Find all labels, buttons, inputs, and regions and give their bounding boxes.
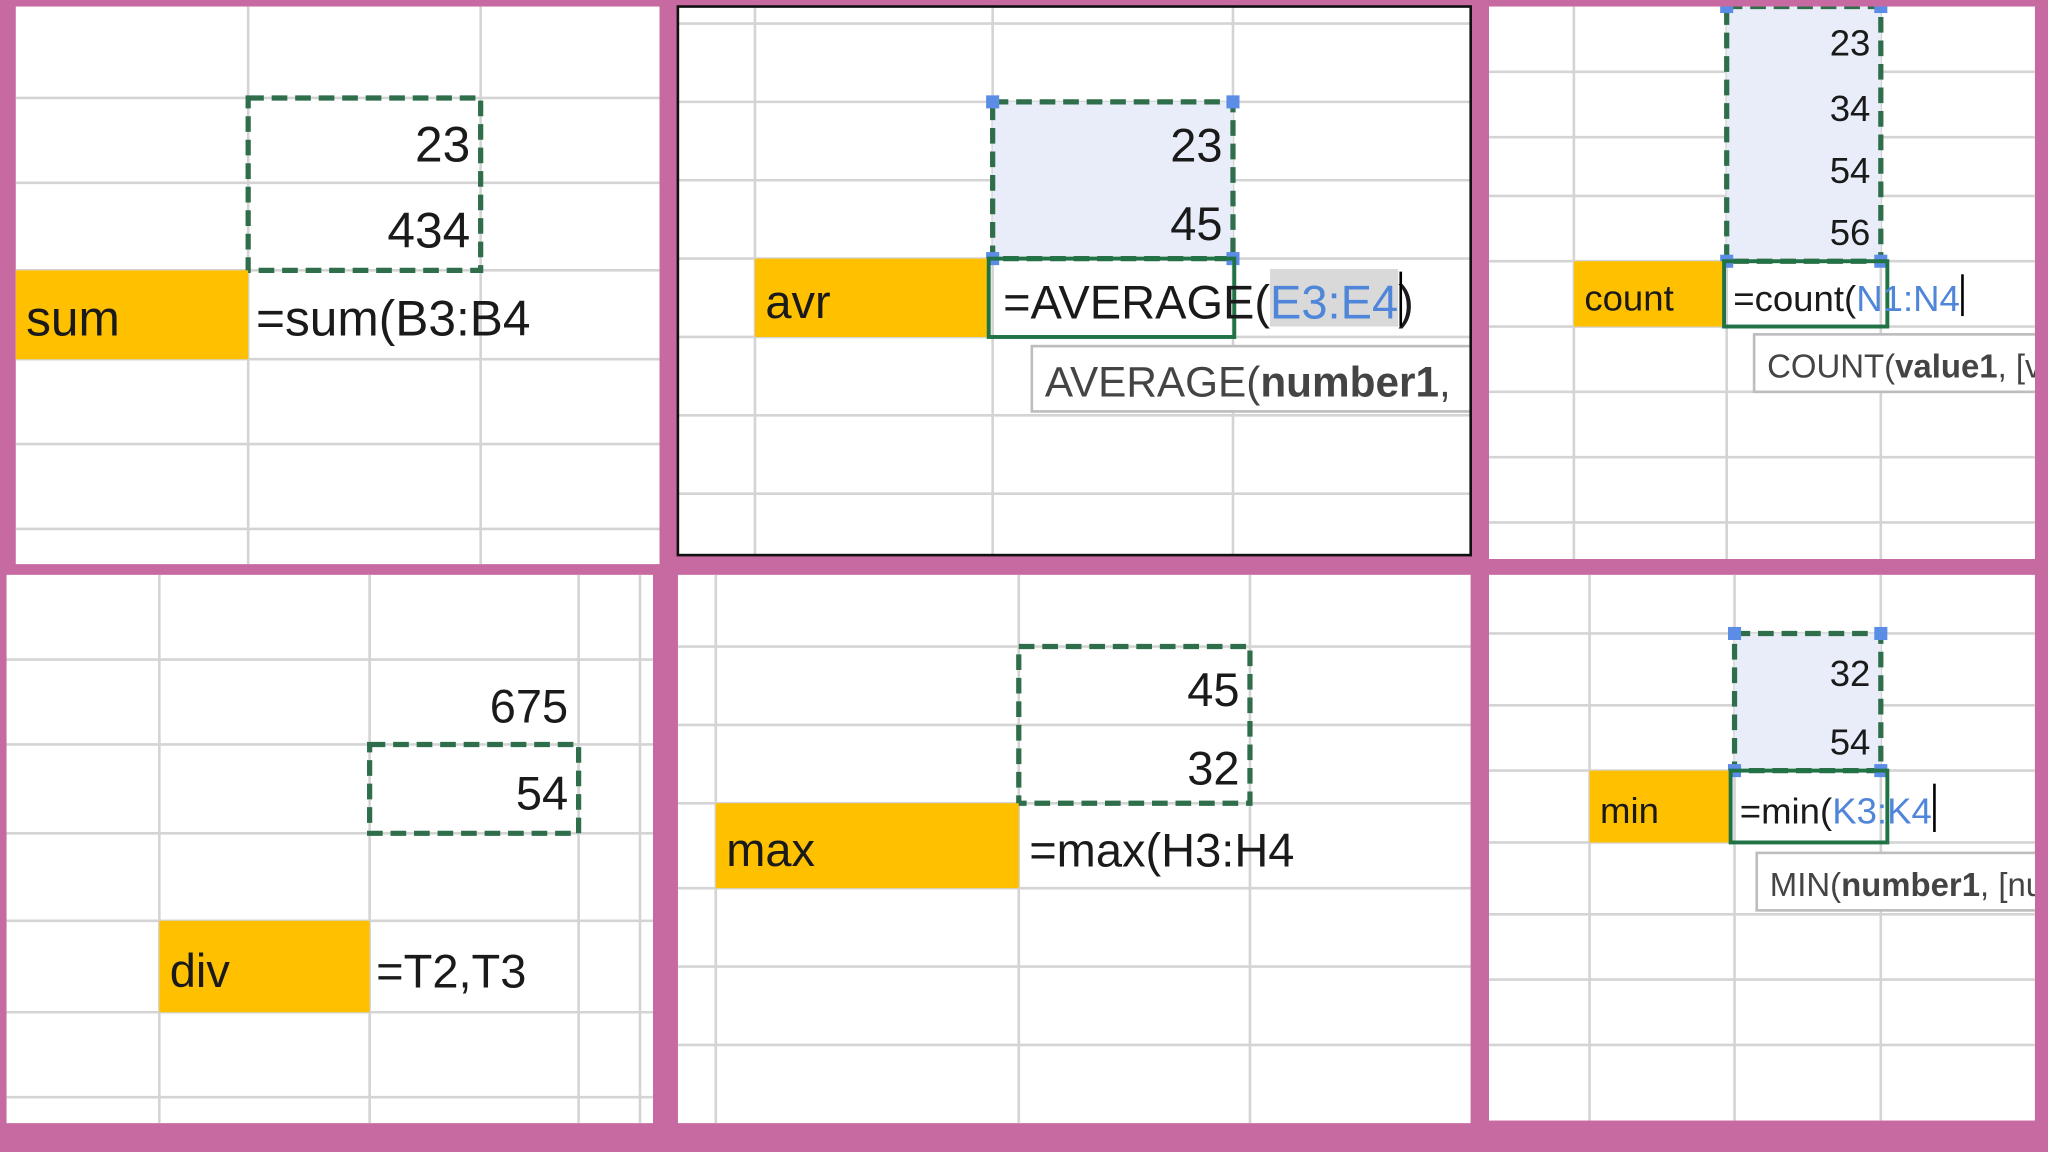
tooltip	[1030, 344, 1471, 413]
panel: 675 54 div =T2,T3	[6, 574, 654, 1124]
handle	[1874, 6, 1888, 14]
selection	[367, 741, 582, 836]
cell-value: 54	[516, 766, 568, 819]
cell-value: 56	[1830, 212, 1871, 253]
formula-ref: N1:N4	[1856, 277, 1960, 318]
formula: =sum(B3:B4	[256, 291, 530, 347]
selection-fill	[992, 101, 1233, 259]
label: avr	[765, 275, 830, 328]
selection-fill	[1726, 6, 1881, 262]
tooltip-arg: number1	[1841, 866, 1980, 903]
label: count	[1584, 277, 1673, 318]
formula: =min(K3:K4	[1740, 790, 1932, 831]
sheet	[6, 574, 654, 1124]
label: sum	[26, 291, 120, 347]
formula-text: =AVERAGE(	[1003, 275, 1270, 328]
panel: 32 54 min =min(K3:K4 MIN(number1, [num	[1488, 574, 2048, 1121]
label-cell	[159, 920, 370, 1013]
cell-value: 32	[1830, 653, 1871, 694]
tooltip	[1752, 333, 2035, 394]
tooltip-text: COUNT(value1, [valu	[1767, 347, 2048, 384]
handle	[1874, 626, 1888, 640]
cell-value: 23	[415, 116, 470, 172]
tooltip-arg: value1	[1895, 347, 1997, 384]
tooltip-rest: , [valu	[1998, 347, 2048, 384]
label-cell	[754, 258, 989, 337]
tooltip	[1755, 851, 2035, 912]
cell-value: 23	[1170, 118, 1222, 171]
label-cell	[715, 803, 1019, 889]
formula-text: =count(	[1733, 277, 1856, 318]
label: div	[170, 944, 231, 997]
formula-text: =max(H3:H4	[1029, 823, 1294, 876]
formula-text: =T2,T3	[376, 944, 526, 997]
cell-value: 45	[1187, 663, 1239, 716]
panel: 23 434 sum =sum(B3:B4	[15, 6, 660, 565]
panel: 45 32 max =max(H3:H4	[677, 574, 1471, 1124]
cell-value: 434	[387, 203, 470, 259]
label-cell	[1589, 770, 1731, 843]
tooltip-text: AVERAGE(number1,	[1045, 358, 1451, 405]
handle	[1226, 95, 1240, 109]
cell-value: 23	[1830, 23, 1871, 64]
handle	[1728, 626, 1742, 640]
formula: =count(N1:N4	[1733, 277, 1960, 318]
formula: =max(H3:H4	[1029, 823, 1294, 876]
formula: =T2,T3	[376, 944, 526, 997]
panel: 23 34 54 56 count =count(N1:N4 COUNT(value1, […	[1488, 6, 2048, 560]
tooltip-rest: ,	[1439, 358, 1451, 405]
selection	[1016, 643, 1253, 806]
selection	[245, 95, 484, 273]
label-cell	[15, 270, 249, 360]
cell-value: 34	[1830, 88, 1871, 129]
tooltip-fn: MIN(	[1770, 866, 1841, 903]
tooltip-fn: AVERAGE(	[1045, 358, 1260, 405]
handle	[1720, 6, 1734, 14]
tooltip-rest: , [num	[1980, 866, 2048, 903]
ref-highlight	[1270, 269, 1399, 327]
cell-value: 675	[490, 679, 568, 732]
formula-ref: E3:E4	[1270, 275, 1398, 328]
handle	[986, 95, 1000, 109]
label: max	[726, 823, 815, 876]
formula-ref: K3:K4	[1832, 790, 1932, 831]
panel: 23 45 avr =AVERAGE(E3:E4) AVERAGE(number1,	[677, 6, 1471, 556]
cell-value: 32	[1187, 742, 1239, 795]
label: min	[1600, 790, 1659, 831]
selection-fill	[1734, 633, 1881, 771]
active-cell	[1728, 768, 1890, 845]
tooltip-arg: number1	[1260, 358, 1439, 405]
active-cell	[1722, 259, 1890, 329]
active-cell	[986, 256, 1237, 339]
formula-text: =sum(B3:B4	[256, 291, 530, 347]
cell-value: 45	[1170, 197, 1222, 250]
tooltip-fn: COUNT(	[1767, 347, 1895, 384]
panel-border	[676, 5, 1472, 557]
cell-value: 54	[1830, 150, 1871, 191]
cell-value: 54	[1830, 721, 1871, 762]
formula: =AVERAGE(E3:E4)	[1003, 275, 1414, 328]
label-cell	[1573, 261, 1725, 327]
tooltip-text: MIN(number1, [num	[1770, 866, 2048, 903]
formula-text: =min(	[1740, 790, 1832, 831]
